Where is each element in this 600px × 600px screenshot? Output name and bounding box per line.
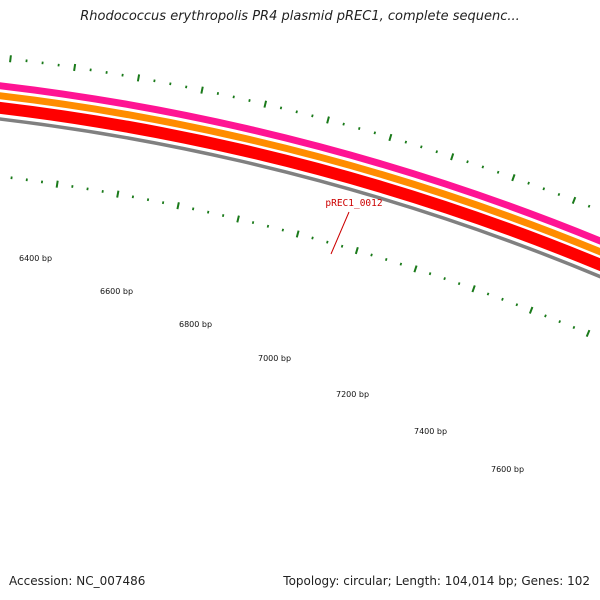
outer-tick-minor bbox=[420, 145, 423, 149]
bp-label: 7000 bp bbox=[258, 354, 291, 363]
bp-label: 6600 bp bbox=[100, 287, 133, 296]
inner-tick-minor bbox=[146, 198, 150, 202]
outer-tick-minor bbox=[466, 160, 469, 164]
outer-tick-minor bbox=[542, 187, 546, 191]
outer-tick-major bbox=[450, 153, 455, 161]
outer-tick-major bbox=[73, 63, 77, 72]
bp-label: 7600 bp bbox=[491, 465, 524, 474]
bp-label: 7200 bp bbox=[336, 390, 369, 399]
inner-tick-minor bbox=[501, 297, 504, 301]
topology-summary: Topology: circular; Length: 104,014 bp; … bbox=[283, 574, 590, 588]
inner-tick-major bbox=[413, 265, 418, 273]
outer-tick-marks bbox=[9, 55, 591, 208]
outer-tick-minor bbox=[435, 150, 438, 154]
inner-tick-minor bbox=[572, 325, 576, 330]
inner-tick-minor bbox=[326, 240, 329, 244]
feature-bands bbox=[0, 70, 600, 458]
outer-tick-major bbox=[326, 116, 330, 124]
inner-tick-minor bbox=[457, 282, 461, 286]
inner-tick-minor bbox=[384, 258, 388, 262]
outer-tick-major bbox=[388, 133, 393, 142]
map-title: Rhodococcus erythropolis PR4 plasmid pRE… bbox=[80, 9, 520, 24]
outer-tick-major bbox=[136, 74, 141, 82]
cds-feature-band[interactable] bbox=[0, 80, 600, 448]
inner-tick-minor bbox=[311, 236, 314, 240]
outer-tick-minor bbox=[295, 110, 298, 114]
outer-tick-major bbox=[9, 55, 12, 63]
inner-tick-minor bbox=[192, 207, 195, 211]
outer-tick-major bbox=[511, 174, 516, 182]
inner-tick-major bbox=[236, 215, 240, 223]
outer-tick-minor bbox=[481, 165, 485, 169]
inner-tick-minor bbox=[370, 253, 373, 257]
gene-callout[interactable]: pREC1_0012 bbox=[325, 198, 383, 255]
inner-tick-major bbox=[585, 329, 591, 338]
inner-tick-major bbox=[176, 202, 180, 210]
inner-tick-major bbox=[354, 246, 359, 255]
inner-tick-minor bbox=[428, 272, 432, 276]
inner-tick-major bbox=[295, 230, 300, 238]
inner-tick-minor bbox=[281, 228, 285, 232]
gene-callout-line bbox=[330, 211, 350, 255]
inner-tick-marks bbox=[10, 176, 591, 338]
outer-tick-minor bbox=[342, 122, 345, 126]
rna-feature-band[interactable] bbox=[0, 70, 600, 439]
inner-tick-minor bbox=[221, 214, 225, 217]
inner-tick-minor bbox=[443, 277, 446, 281]
outer-tick-minor bbox=[557, 192, 561, 197]
outer-tick-minor bbox=[373, 131, 377, 135]
outer-tick-minor bbox=[496, 170, 500, 174]
inner-tick-minor bbox=[340, 244, 344, 248]
outer-tick-minor bbox=[587, 204, 591, 208]
inner-tick-major bbox=[116, 190, 120, 198]
gene-label-prec1-0012[interactable]: pREC1_0012 bbox=[325, 198, 382, 209]
bp-position-labels: 6400 bp 6600 bp 6800 bp 7000 bp 7200 bp 7400 … bbox=[19, 254, 524, 474]
bp-label: 6400 bp bbox=[19, 254, 52, 263]
bp-label: 7400 bp bbox=[414, 427, 447, 436]
outer-tick-minor bbox=[232, 95, 235, 99]
outer-tick-minor bbox=[185, 85, 188, 89]
inner-tick-minor bbox=[558, 320, 562, 324]
outer-tick-minor bbox=[311, 114, 314, 118]
inner-tick-minor bbox=[266, 224, 270, 228]
inner-tick-major bbox=[471, 285, 476, 293]
bp-label: 6800 bp bbox=[179, 320, 212, 329]
outer-tick-minor bbox=[248, 99, 251, 102]
outer-tick-major bbox=[200, 86, 204, 94]
outer-tick-minor bbox=[404, 140, 408, 144]
gene-feature-band[interactable] bbox=[0, 92, 600, 458]
outer-tick-major bbox=[571, 196, 577, 204]
inner-tick-minor bbox=[515, 303, 519, 307]
outer-tick-minor bbox=[216, 92, 220, 95]
outer-tick-minor bbox=[279, 106, 283, 110]
inner-tick-major bbox=[55, 180, 59, 188]
outer-tick-major bbox=[263, 100, 268, 108]
accession-label: Accession: NC_007486 bbox=[9, 574, 146, 588]
inner-tick-minor bbox=[399, 262, 403, 266]
inner-tick-minor bbox=[251, 221, 255, 225]
inner-tick-minor bbox=[486, 292, 490, 296]
plasmid-backbone-line bbox=[0, 117, 600, 279]
outer-tick-minor bbox=[527, 181, 530, 185]
inner-tick-minor bbox=[207, 210, 210, 214]
inner-tick-major bbox=[528, 306, 534, 314]
inner-tick-minor bbox=[544, 314, 547, 318]
outer-tick-minor bbox=[358, 126, 361, 130]
inner-tick-minor bbox=[161, 201, 165, 205]
